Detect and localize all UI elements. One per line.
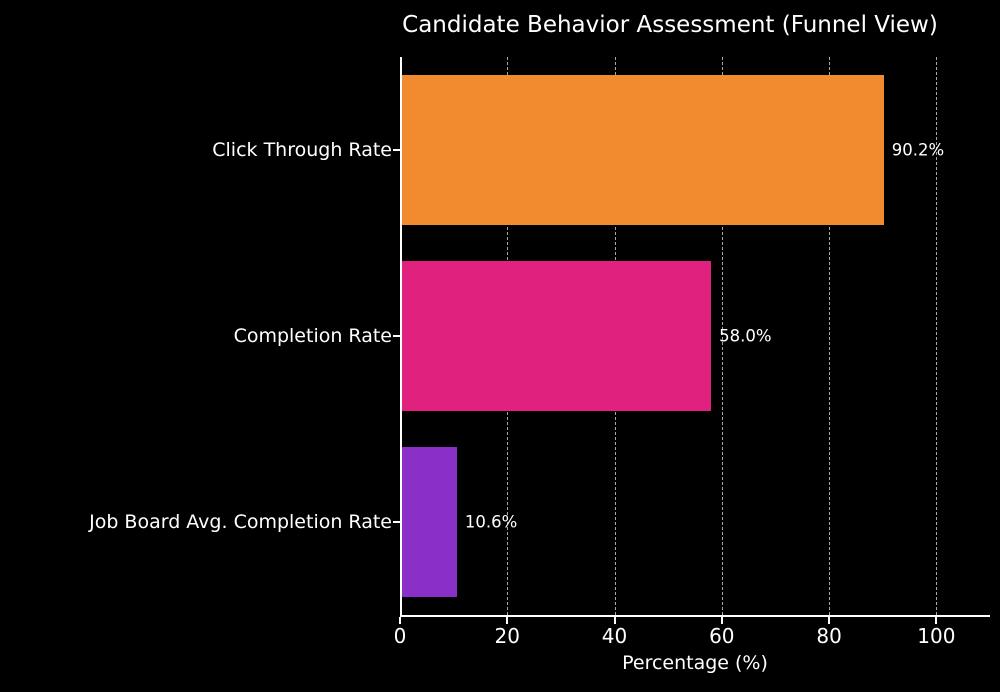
x-axis-label: Percentage (%) [622,652,768,674]
x-tick [613,617,616,624]
x-tick [720,617,723,624]
y-tick [393,149,400,151]
x-tick-label: 60 [709,624,735,648]
category-label: Job Board Avg. Completion Rate [89,511,392,533]
bar-value-label: 90.2% [891,140,945,160]
x-tick-label: 100 [917,624,956,648]
x-tick-label: 80 [816,624,842,648]
category-label: Completion Rate [233,325,392,347]
x-tick [935,617,938,624]
x-axis-spine [400,615,990,617]
category-label: Click Through Rate [212,139,392,161]
x-tick [399,617,401,624]
y-tick [393,521,400,523]
y-axis-spine [400,57,402,615]
bar-value-label: 10.6% [464,512,518,532]
x-tick [828,617,831,624]
x-tick-label: 20 [494,624,520,648]
bar [400,447,457,597]
plot-area [400,57,990,615]
bar-value-label: 58.0% [719,326,772,346]
gridline [829,57,831,615]
y-tick [393,335,400,337]
x-tick-label: 0 [393,624,407,648]
x-tick [506,617,509,624]
chart-title: Candidate Behavior Assessment (Funnel Vi… [402,12,938,38]
bar [400,261,712,411]
bar [400,75,884,225]
x-tick-label: 40 [601,624,628,648]
gridline [936,57,938,615]
gridline [721,57,723,615]
